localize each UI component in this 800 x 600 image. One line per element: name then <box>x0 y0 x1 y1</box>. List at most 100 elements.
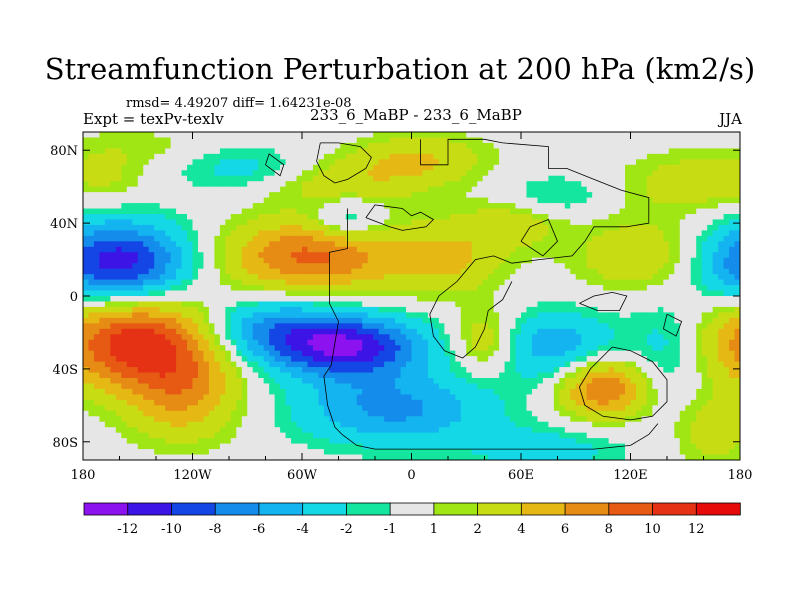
field-cell <box>263 252 270 259</box>
field-cell <box>526 350 533 357</box>
field-cell <box>488 339 495 346</box>
field-cell <box>471 175 478 182</box>
field-cell <box>93 197 101 204</box>
field-cell <box>115 328 122 335</box>
field-cell <box>280 241 287 248</box>
field-cell <box>438 268 445 275</box>
field-cell <box>302 132 309 139</box>
field-cell <box>351 241 358 248</box>
field-cell <box>241 137 248 144</box>
field-cell <box>521 263 528 270</box>
field-cell <box>302 235 309 242</box>
field-cell <box>433 279 440 286</box>
field-cell <box>137 137 144 144</box>
field-cell <box>586 296 593 303</box>
field-cell <box>433 356 440 363</box>
field-cell <box>449 175 456 182</box>
field-cell <box>553 301 560 308</box>
field-cell <box>668 350 675 357</box>
field-cell <box>214 263 221 270</box>
field-cell <box>121 345 128 352</box>
field-cell <box>356 274 363 281</box>
field-cell <box>663 274 670 281</box>
field-cell <box>165 279 172 286</box>
field-cell <box>482 268 489 275</box>
field-cell <box>143 170 150 177</box>
field-cell <box>121 306 128 313</box>
field-cell <box>471 301 478 308</box>
field-cell <box>263 224 270 231</box>
field-cell <box>455 230 462 237</box>
field-cell <box>99 197 106 204</box>
field-cell <box>510 170 517 177</box>
field-cell <box>384 296 391 303</box>
field-cell <box>422 285 429 292</box>
field-cell <box>619 263 626 270</box>
field-cell <box>592 181 599 188</box>
field-cell <box>241 230 248 237</box>
field-cell <box>575 246 582 253</box>
field-cell <box>427 356 434 363</box>
field-cell <box>438 334 445 341</box>
field-cell <box>214 317 221 324</box>
field-cell <box>504 203 511 210</box>
field-cell <box>312 137 320 144</box>
field-cell <box>455 192 462 199</box>
field-cell <box>384 241 391 248</box>
field-cell <box>482 350 489 357</box>
field-cell <box>291 219 298 226</box>
field-cell <box>351 252 358 259</box>
field-cell <box>499 214 506 221</box>
field-cell <box>433 317 440 324</box>
field-cell <box>192 159 199 166</box>
field-cell <box>285 334 292 341</box>
field-cell <box>104 224 111 231</box>
field-cell <box>723 219 730 226</box>
field-cell <box>269 132 276 139</box>
field-cell <box>674 230 681 237</box>
field-cell <box>460 153 467 160</box>
field-cell <box>88 175 95 182</box>
field-cell <box>416 306 424 313</box>
field-cell <box>121 142 128 149</box>
field-cell <box>586 312 593 319</box>
field-cell <box>269 235 276 242</box>
field-cell <box>307 274 314 281</box>
field-cell <box>83 132 90 139</box>
field-cell <box>367 323 374 330</box>
field-cell <box>416 274 424 281</box>
field-cell <box>575 334 582 341</box>
field-cell <box>263 132 270 139</box>
field-cell <box>258 268 265 275</box>
field-cell <box>592 257 599 264</box>
field-cell <box>603 306 610 313</box>
field-cell <box>400 257 407 264</box>
field-cell <box>729 263 736 270</box>
field-cell <box>88 224 95 231</box>
field-cell <box>521 142 528 149</box>
field-cell <box>274 312 281 319</box>
field-cell <box>384 224 391 231</box>
field-cell <box>608 203 615 210</box>
field-cell <box>603 214 610 221</box>
field-cell <box>690 230 697 237</box>
field-cell <box>241 345 248 352</box>
field-cell <box>208 181 215 188</box>
field-cell <box>477 164 484 171</box>
field-cell <box>83 334 90 341</box>
field-cell <box>203 296 210 303</box>
field-cell <box>444 175 451 182</box>
field-cell <box>88 317 95 324</box>
field-cell <box>258 263 265 270</box>
field-cell <box>625 306 632 313</box>
field-cell <box>581 290 588 297</box>
field-cell <box>176 312 183 319</box>
field-cell <box>559 296 566 303</box>
field-cell <box>351 132 358 139</box>
field-cell <box>110 263 117 270</box>
field-cell <box>258 219 265 226</box>
field-cell <box>581 181 588 188</box>
field-cell <box>252 356 259 363</box>
field-cell <box>148 306 155 313</box>
field-cell <box>570 186 577 193</box>
